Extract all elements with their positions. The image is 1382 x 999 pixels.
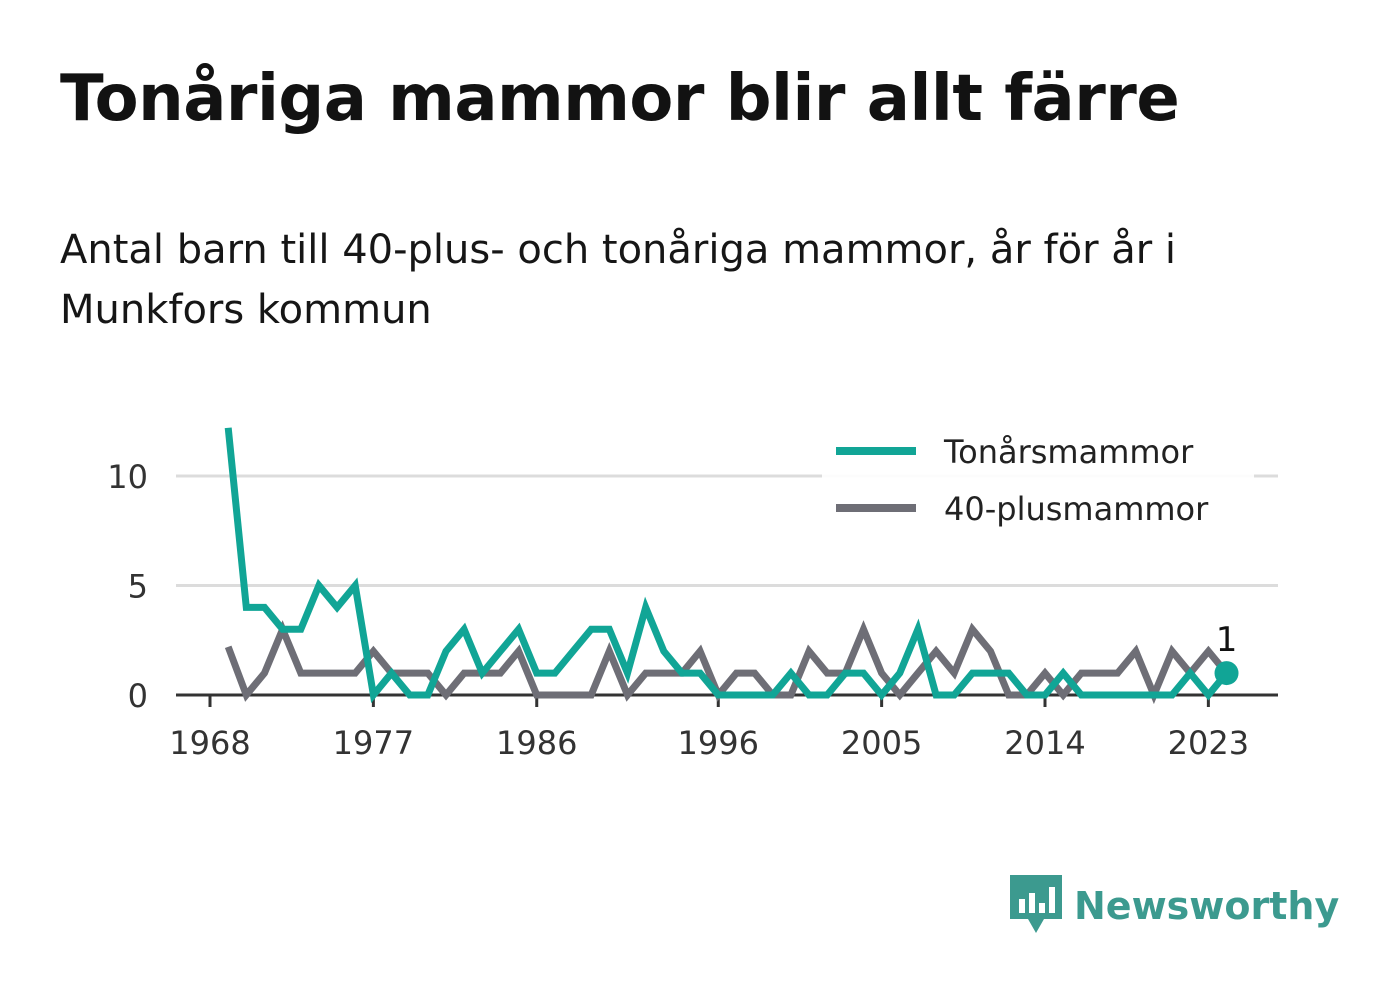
end-marker: 1	[1214, 620, 1239, 686]
legend-background	[822, 424, 1254, 538]
x-tick-label: 2023	[1168, 724, 1249, 762]
x-tick-label: 1986	[496, 724, 577, 762]
x-tick-label: 1968	[169, 724, 250, 762]
y-tick-label: 5	[128, 568, 148, 606]
x-tick-label: 1996	[678, 724, 759, 762]
end-point-marker	[1214, 661, 1239, 686]
newsworthy-icon	[1010, 875, 1062, 933]
x-tick-label: 2005	[841, 724, 922, 762]
y-tick-label: 0	[128, 677, 148, 715]
chart-title: Tonåriga mammor blir allt färre	[60, 62, 1180, 136]
brand-logo: Newsworthy	[1010, 875, 1339, 937]
x-tick-label: 2014	[1004, 724, 1085, 762]
legend-label: 40-plusmammor	[944, 490, 1209, 528]
x-tick-label: 1977	[333, 724, 414, 762]
y-axis-ticks: 0 5 10	[107, 458, 148, 715]
x-axis-ticks: 1968 1977 1986 1996 2005 2014 2023	[169, 695, 1249, 762]
brand-name: Newsworthy	[1074, 884, 1340, 928]
end-value-label: 1	[1216, 620, 1238, 660]
y-tick-label: 10	[107, 458, 148, 496]
series-line-tonarsmammor	[224, 427, 1230, 704]
chart-subtitle: Antal barn till 40-plus- och tonåriga ma…	[60, 227, 1177, 333]
series-lines	[224, 427, 1230, 705]
legend: Tonårsmammor 40-plusmammor	[822, 424, 1254, 538]
legend-label: Tonårsmammor	[943, 433, 1194, 471]
